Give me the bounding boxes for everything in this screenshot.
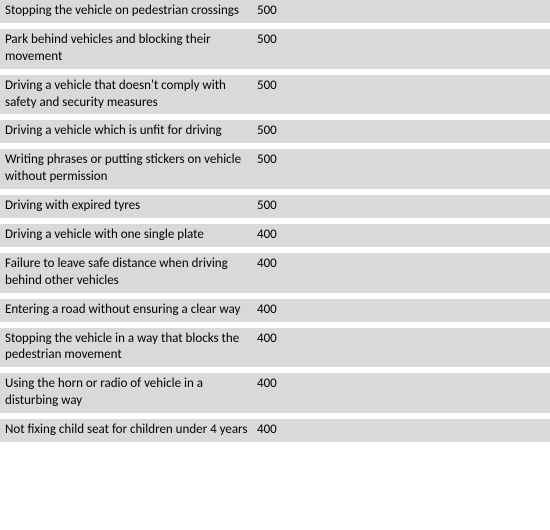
table-row: Entering a road without ensuring a clear… (0, 299, 550, 322)
table-row: Driving a vehicle that doesn't comply wi… (0, 75, 550, 115)
row-description: Driving a vehicle with one single plate (5, 227, 257, 244)
table-row: Using the horn or radio of vehicle in a … (0, 373, 550, 413)
row-description: Stopping the vehicle on pedestrian cross… (5, 3, 257, 20)
table-row: Driving a vehicle which is unfit for dri… (0, 120, 550, 143)
row-description: Failure to leave safe distance when driv… (5, 256, 257, 290)
row-description: Using the horn or radio of vehicle in a … (5, 376, 257, 410)
row-fine: 500 (257, 32, 545, 49)
row-fine: 500 (257, 78, 545, 95)
table-row: Stopping the vehicle on pedestrian cross… (0, 0, 550, 23)
row-fine: 500 (257, 198, 545, 215)
table-row: Driving a vehicle with one single plate … (0, 224, 550, 247)
table-row: Driving with expired tyres 500 (0, 195, 550, 218)
row-fine: 400 (257, 422, 545, 439)
table-row: Failure to leave safe distance when driv… (0, 253, 550, 293)
row-description: Driving a vehicle which is unfit for dri… (5, 123, 257, 140)
table-row: Stopping the vehicle in a way that block… (0, 328, 550, 368)
row-description: Driving with expired tyres (5, 198, 257, 215)
row-fine: 400 (257, 256, 545, 273)
row-description: Park behind vehicles and blocking their … (5, 32, 257, 66)
table-row: Not fixing child seat for children under… (0, 419, 550, 442)
row-fine: 500 (257, 152, 545, 169)
fines-table: Stopping the vehicle on pedestrian cross… (0, 0, 550, 442)
table-row: Writing phrases or putting stickers on v… (0, 149, 550, 189)
row-description: Writing phrases or putting stickers on v… (5, 152, 257, 186)
row-fine: 400 (257, 376, 545, 393)
table-row: Park behind vehicles and blocking their … (0, 29, 550, 69)
row-fine: 500 (257, 3, 545, 20)
row-fine: 400 (257, 331, 545, 348)
row-description: Not fixing child seat for children under… (5, 422, 257, 439)
row-description: Driving a vehicle that doesn't comply wi… (5, 78, 257, 112)
row-fine: 500 (257, 123, 545, 140)
row-description: Entering a road without ensuring a clear… (5, 302, 257, 319)
row-fine: 400 (257, 302, 545, 319)
row-fine: 400 (257, 227, 545, 244)
row-description: Stopping the vehicle in a way that block… (5, 331, 257, 365)
